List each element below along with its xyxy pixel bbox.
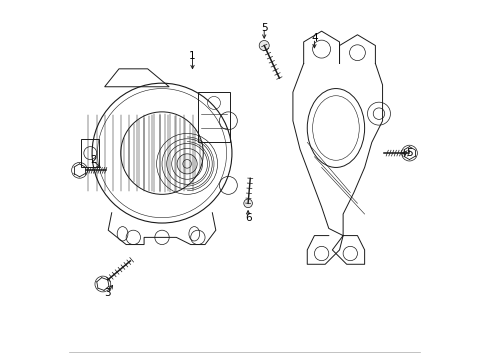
Circle shape xyxy=(177,154,197,174)
Circle shape xyxy=(244,199,252,208)
Text: 5: 5 xyxy=(406,148,412,158)
Text: 2: 2 xyxy=(90,155,96,165)
Text: 4: 4 xyxy=(310,33,317,43)
Text: 3: 3 xyxy=(104,288,111,298)
Text: 5: 5 xyxy=(261,23,267,33)
Text: 6: 6 xyxy=(244,213,251,222)
Circle shape xyxy=(259,41,269,50)
Text: 1: 1 xyxy=(189,51,195,61)
